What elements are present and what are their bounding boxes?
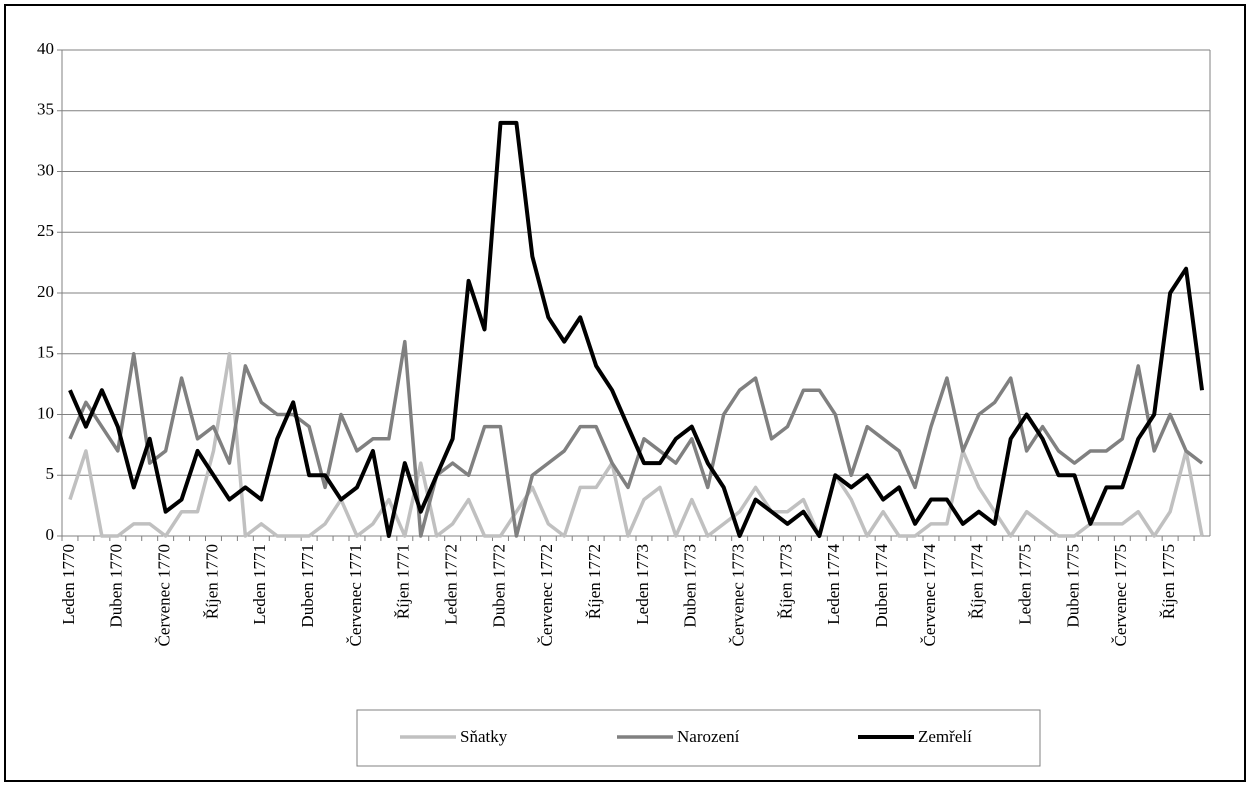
series-line	[68, 339, 1204, 538]
x-tick-label: Duben 1772	[489, 544, 508, 628]
x-tick-label: Duben 1771	[298, 544, 317, 628]
legend-label: Narození	[677, 727, 740, 746]
y-tick-label: 30	[37, 160, 54, 179]
y-tick-label: 25	[37, 221, 54, 240]
x-tick-label: Červenec 1772	[537, 544, 556, 646]
x-tick-label: Říjen 1775	[1159, 544, 1178, 619]
y-tick-label: 40	[37, 39, 54, 58]
x-tick-label: Červenec 1770	[155, 544, 174, 646]
x-tick-label: Říjen 1774	[968, 544, 987, 620]
x-tick-label: Říjen 1771	[394, 544, 413, 619]
legend-box	[356, 709, 1041, 767]
x-tick-label: Leden 1770	[59, 544, 78, 625]
y-tick-label: 10	[37, 403, 54, 422]
x-tick-label: Duben 1773	[681, 544, 700, 628]
x-tick-label: Duben 1770	[107, 544, 126, 628]
x-tick-label: Říjen 1773	[776, 544, 795, 619]
series-line	[68, 352, 1204, 538]
x-tick-label: Červenec 1773	[729, 544, 748, 646]
y-tick-label: 20	[37, 282, 54, 301]
x-tick-label: Duben 1775	[1063, 544, 1082, 628]
x-tick-label: Leden 1775	[1016, 544, 1035, 625]
x-tick-label: Červenec 1774	[920, 544, 939, 647]
chart-border	[4, 4, 1246, 782]
x-tick-label: Leden 1773	[633, 544, 652, 625]
y-tick-label: 0	[46, 525, 55, 544]
x-tick-label: Leden 1772	[442, 544, 461, 625]
legend-label: Sňatky	[460, 727, 508, 746]
y-tick-label: 5	[46, 464, 55, 483]
y-tick-label: 35	[37, 100, 54, 119]
series-line	[68, 120, 1205, 538]
x-tick-label: Červenec 1775	[1111, 544, 1130, 646]
x-tick-label: Leden 1771	[250, 544, 269, 625]
x-tick-label: Říjen 1772	[585, 544, 604, 619]
x-tick-label: Červenec 1771	[346, 544, 365, 646]
x-tick-label: Duben 1774	[872, 544, 891, 628]
y-tick-label: 15	[37, 343, 54, 362]
legend-label: Zemřelí	[918, 727, 972, 746]
x-tick-label: Leden 1774	[824, 544, 843, 625]
x-tick-label: Říjen 1770	[202, 544, 221, 619]
